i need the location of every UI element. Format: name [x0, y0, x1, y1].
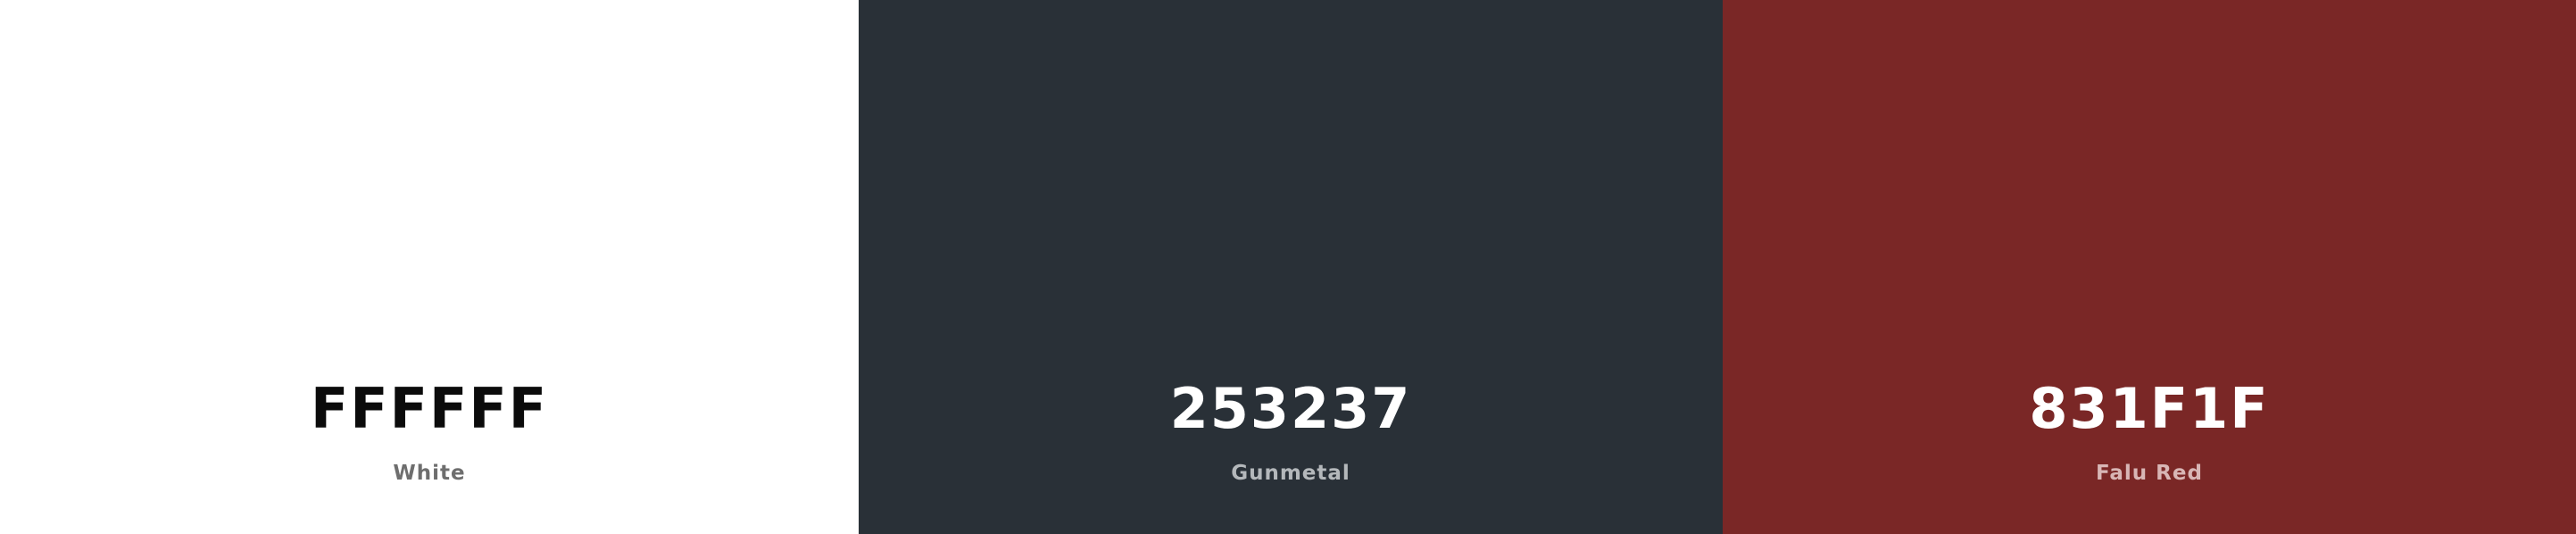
- color-swatch-gunmetal[interactable]: 253237 Gunmetal: [859, 0, 1723, 534]
- swatch-hex-code[interactable]: 253237: [1169, 376, 1412, 441]
- swatch-hex-code[interactable]: 831F1F: [2029, 376, 2270, 441]
- swatch-color-name: Falu Red: [2096, 462, 2203, 485]
- swatch-color-name: Gunmetal: [1231, 462, 1350, 485]
- swatch-color-name: White: [393, 462, 466, 485]
- color-swatch-white[interactable]: FFFFFF White: [0, 0, 859, 534]
- color-swatch-falu-red[interactable]: 831F1F Falu Red: [1723, 0, 2576, 534]
- swatch-hex-code[interactable]: FFFFFF: [310, 376, 549, 441]
